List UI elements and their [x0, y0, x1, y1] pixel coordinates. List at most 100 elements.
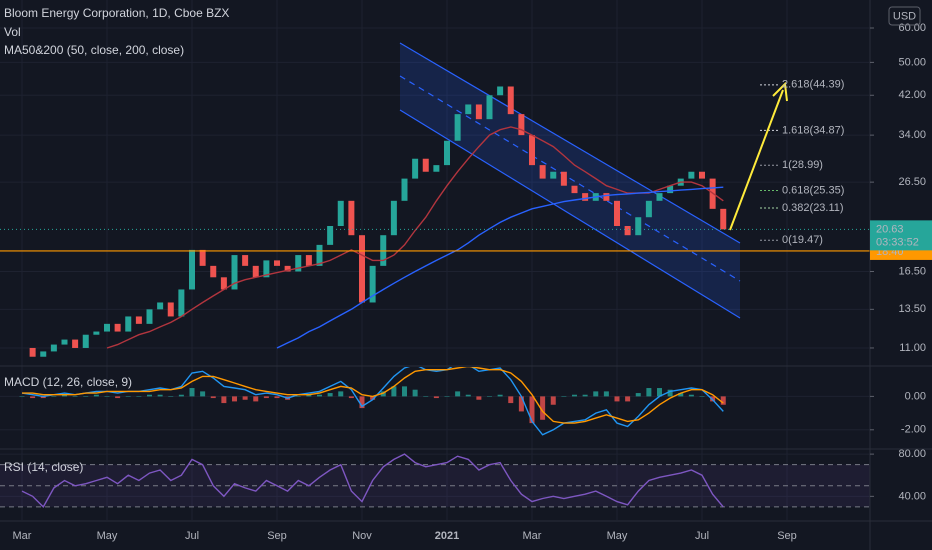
- histogram-bar: [200, 391, 206, 397]
- candle: [507, 86, 514, 115]
- histogram-bar: [444, 396, 450, 397]
- histogram-bar: [699, 396, 705, 397]
- histogram-bar: [232, 396, 237, 402]
- candle: [295, 255, 302, 272]
- fib-label: 1.618(34.87): [782, 124, 844, 136]
- y-tick-label: 13.50: [898, 303, 926, 315]
- candle: [454, 114, 461, 141]
- candle: [624, 226, 631, 236]
- series-line: [21, 453, 724, 509]
- candle: [210, 265, 217, 278]
- histogram-bar: [455, 391, 461, 397]
- histogram-bar: [40, 396, 46, 399]
- histogram-bar: [572, 394, 577, 397]
- histogram-bar: [30, 396, 36, 399]
- rsi-title: RSI (14, close): [4, 460, 83, 474]
- fib-label: 1(28.99): [782, 159, 823, 171]
- x-tick-label: Jul: [185, 530, 199, 542]
- rsi-pane: [0, 453, 870, 509]
- histogram-bar: [667, 389, 673, 397]
- histogram-bar: [83, 396, 89, 397]
- histogram-bar: [550, 396, 556, 405]
- candle: [550, 171, 557, 179]
- histogram-bar: [678, 393, 684, 397]
- histogram-bar: [178, 394, 184, 397]
- histogram-bar: [657, 388, 662, 397]
- candle: [82, 334, 89, 348]
- candle: [40, 351, 47, 357]
- series-line: [276, 186, 724, 349]
- candle: [656, 193, 663, 201]
- candle: [359, 235, 365, 303]
- histogram-bar: [359, 396, 365, 409]
- candle: [390, 200, 397, 236]
- candle: [146, 309, 153, 324]
- arrow-head: [772, 81, 788, 102]
- histogram-bar: [125, 396, 131, 397]
- histogram-bar: [168, 396, 174, 397]
- histogram-bar: [412, 389, 418, 397]
- candle: [560, 171, 567, 186]
- histogram-bar: [625, 396, 631, 402]
- y-tick-label: 26.50: [898, 176, 926, 188]
- histogram-bar: [274, 396, 280, 399]
- currency[interactable]: USD: [893, 10, 916, 22]
- candle: [125, 316, 132, 332]
- series-line: [22, 367, 724, 424]
- candle: [231, 255, 238, 290]
- currency-box[interactable]: [888, 6, 921, 26]
- candle: [412, 158, 419, 179]
- y-tick-label: 50.00: [898, 56, 926, 68]
- candle: [274, 260, 280, 266]
- axes: Mar May Jul Sep Nov 2021 Mar May Jul Sep 60.00 50.0…: [13, 22, 932, 542]
- candle: [178, 289, 185, 317]
- histogram-bar: [263, 396, 269, 399]
- histogram-bar: [720, 396, 726, 405]
- histogram-bar: [338, 391, 344, 397]
- histogram-bar: [327, 393, 333, 397]
- candle: [157, 302, 164, 310]
- candle: [369, 265, 376, 303]
- y-tick-label: 11.00: [899, 342, 926, 354]
- histogram-bar: [561, 396, 567, 397]
- fib-label: 0(19.47): [782, 234, 823, 246]
- candle: [284, 265, 291, 272]
- candle: [635, 217, 642, 236]
- channel-fill: [400, 43, 740, 318]
- y-tick-label: 40.00: [898, 490, 926, 502]
- candle: [667, 185, 674, 194]
- histogram-bar: [518, 396, 524, 412]
- histogram-bar: [391, 386, 397, 397]
- x-tick-label: May: [607, 530, 628, 542]
- histogram-bar: [189, 388, 195, 397]
- candle: [582, 193, 589, 201]
- candle: [497, 86, 504, 96]
- histogram-bar: [295, 396, 301, 397]
- histogram-bar: [306, 394, 312, 397]
- candle: [688, 171, 695, 179]
- histogram-bar: [540, 396, 546, 420]
- histogram-bar: [104, 396, 110, 397]
- histogram-bar: [582, 394, 588, 397]
- candle: [444, 140, 450, 166]
- candle: [518, 114, 525, 136]
- legend-vol: Vol: [4, 25, 21, 39]
- series-line: [106, 126, 724, 349]
- candle: [263, 260, 270, 278]
- candle: [475, 104, 482, 120]
- x-tick-label: 2021: [435, 530, 459, 542]
- y-tick-label: 16.50: [898, 265, 926, 277]
- histogram-bar: [72, 396, 78, 397]
- histogram-bar: [433, 396, 439, 399]
- y-tick-label: 34.00: [898, 129, 926, 141]
- x-tick-label: May: [97, 530, 118, 542]
- histogram-bar: [465, 394, 471, 397]
- candle: [189, 249, 195, 290]
- price-pane: [0, 84, 870, 357]
- histogram-bar: [348, 396, 354, 399]
- x-tick-label: Mar: [523, 530, 542, 542]
- channel: [399, 42, 741, 319]
- histogram-bar: [646, 388, 652, 397]
